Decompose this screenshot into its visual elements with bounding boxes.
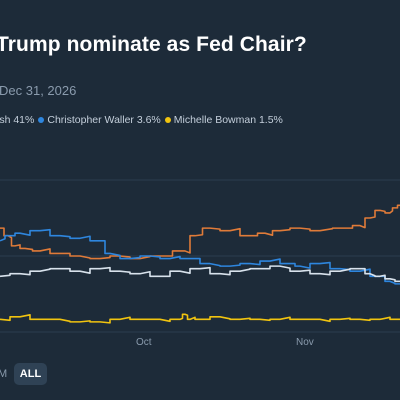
series-line-arsh <box>0 204 400 260</box>
x-tick-nov: Nov <box>296 337 314 348</box>
series-line-unnamed <box>0 265 400 283</box>
chart-series <box>0 204 400 324</box>
legend-item-waller: Christopher Waller 3.6% <box>38 114 161 126</box>
legend-item-bowman: Michelle Bowman 1.5% <box>164 114 283 126</box>
legend-dot-waller <box>38 117 45 123</box>
chart-legend: arsh 41% Christopher Waller 3.6% Michell… <box>0 114 287 126</box>
series-line-christopher-waller <box>0 228 400 285</box>
end-date: Dec 31, 2026 <box>0 83 77 98</box>
legend-dot-bowman <box>164 117 171 123</box>
legend-label-bowman: Michelle Bowman 1.5% <box>173 114 283 126</box>
legend-label-waller: Christopher Waller 3.6% <box>47 114 161 126</box>
series-line-michelle-bowman <box>0 313 400 324</box>
legend-label-warsh: arsh 41% <box>0 114 35 126</box>
x-tick-oct: Oct <box>136 337 152 348</box>
range-button-all[interactable]: ALL <box>14 363 47 385</box>
page-title: Trump nominate as Fed Chair? <box>0 33 307 56</box>
range-button-m[interactable]: M <box>0 368 8 380</box>
chart-grid <box>0 179 400 333</box>
legend-item-warsh: arsh 41% <box>0 114 34 126</box>
